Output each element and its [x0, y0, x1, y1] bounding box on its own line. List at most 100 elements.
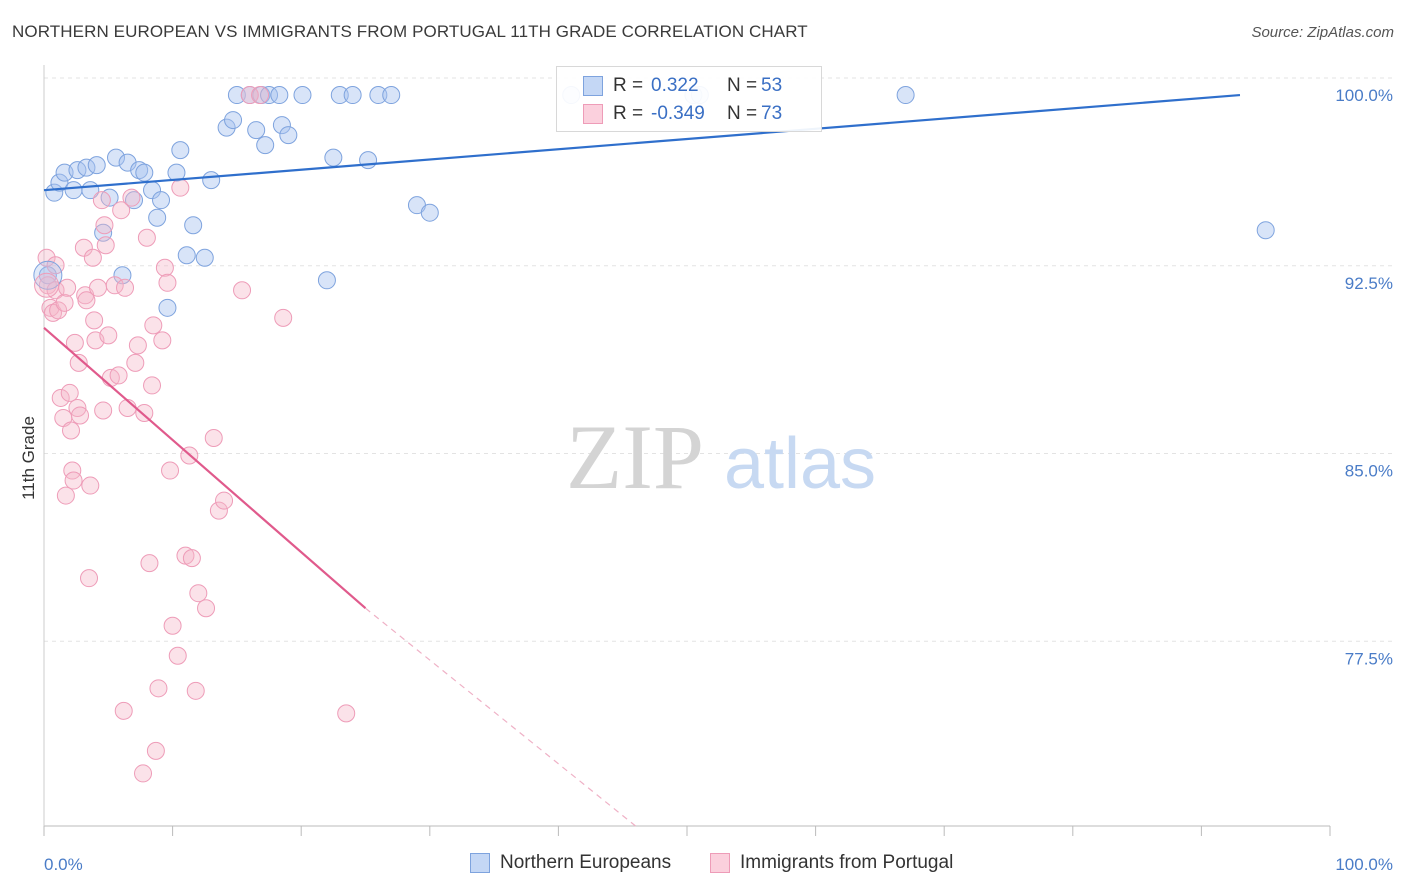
point-immigrant-portugal: [137, 228, 156, 247]
point-immigrant-portugal: [92, 191, 111, 210]
y-tick-label: 100.0%: [1335, 86, 1393, 105]
point-immigrant-portugal: [126, 353, 145, 372]
stats-row-immigrants-portugal: R = -0.349 N = 73: [583, 101, 782, 127]
y-tick-labels: 100.0% 92.5% 85.0% 77.5%: [1335, 86, 1393, 668]
point-northern-european: [260, 86, 279, 105]
point-northern-european: [167, 163, 186, 182]
point-immigrant-portugal: [44, 303, 63, 322]
r-label: R =: [613, 75, 644, 96]
point-northern-european: [256, 136, 275, 155]
trend-extension-immigrants-portugal: [365, 607, 636, 827]
point-immigrant-portugal: [171, 178, 190, 197]
stats-row-northern-europeans: R = 0.322 N = 53: [583, 73, 782, 99]
point-immigrant-portugal: [146, 741, 165, 760]
point-immigrant-portugal: [143, 376, 162, 395]
y-tick-label: 92.5%: [1345, 274, 1393, 293]
point-immigrant-portugal: [233, 281, 252, 300]
point-immigrant-portugal: [34, 272, 60, 298]
watermark-zip: ZIP: [566, 406, 704, 508]
point-northern-european: [107, 148, 126, 167]
point-northern-european: [33, 260, 63, 290]
r-label: R =: [613, 103, 644, 124]
point-immigrant-portugal: [122, 188, 141, 207]
point-northern-european: [270, 86, 289, 105]
point-immigrant-portugal: [62, 421, 81, 440]
point-immigrant-portugal: [65, 333, 84, 352]
point-immigrant-portugal: [68, 398, 87, 417]
point-northern-european: [135, 163, 154, 182]
trend-line-immigrants-portugal: [43, 327, 367, 610]
point-immigrant-portugal: [46, 256, 65, 275]
point-northern-european: [324, 148, 343, 167]
point-immigrant-portugal: [135, 403, 154, 422]
point-northern-european: [224, 111, 243, 130]
point-immigrant-portugal: [204, 428, 223, 447]
point-northern-european: [50, 173, 69, 192]
point-northern-european: [64, 181, 83, 200]
point-immigrant-portugal: [144, 316, 163, 335]
legend-swatch-immigrants-portugal: [710, 853, 730, 873]
point-immigrant-portugal: [105, 276, 124, 295]
y-tick-label: 77.5%: [1345, 649, 1393, 668]
point-immigrant-portugal: [95, 216, 114, 235]
point-northern-european: [420, 203, 439, 222]
point-northern-european: [293, 86, 312, 105]
point-immigrant-portugal: [94, 401, 113, 420]
legend-item-northern-europeans[interactable]: Northern Europeans: [470, 852, 671, 874]
watermark-atlas: atlas: [724, 424, 876, 504]
swatch-northern-europeans: [583, 76, 603, 96]
r-value: -0.349: [651, 103, 705, 124]
x-tick-label: 0.0%: [44, 855, 83, 874]
point-northern-european: [317, 271, 336, 290]
point-immigrant-portugal: [63, 461, 82, 480]
x-tick-label: 100.0%: [1335, 855, 1393, 874]
point-northern-european: [148, 208, 167, 227]
point-immigrant-portugal: [215, 491, 234, 510]
trend-line-northern-europeans: [43, 93, 1241, 192]
point-northern-european: [195, 248, 214, 267]
point-immigrant-portugal: [49, 301, 68, 320]
point-northern-european: [247, 121, 266, 140]
n-label: N =: [727, 75, 758, 96]
legend-label-immigrants-portugal: Immigrants from Portugal: [740, 852, 954, 873]
point-immigrant-portugal: [197, 599, 216, 618]
axes: [43, 65, 1331, 836]
point-immigrant-portugal: [189, 584, 208, 603]
point-immigrant-portugal: [74, 238, 93, 257]
point-northern-european: [1256, 221, 1275, 240]
chart-title: NORTHERN EUROPEAN VS IMMIGRANTS FROM POR…: [12, 22, 808, 41]
point-northern-european: [369, 86, 388, 105]
point-immigrant-portugal: [240, 86, 259, 105]
point-immigrant-portugal: [209, 501, 228, 520]
n-label: N =: [727, 103, 758, 124]
point-immigrant-portugal: [337, 704, 356, 723]
point-immigrant-portugal: [60, 383, 79, 402]
point-northern-european: [130, 161, 149, 180]
point-immigrant-portugal: [153, 331, 172, 350]
point-northern-european: [125, 191, 144, 210]
point-immigrant-portugal: [116, 278, 135, 297]
point-immigrant-portugal: [155, 258, 174, 277]
gridlines: [44, 77, 1394, 642]
n-value: 73: [761, 103, 783, 124]
point-immigrant-portugal: [81, 476, 100, 495]
point-immigrant-portugal: [163, 616, 182, 635]
point-northern-european: [227, 86, 246, 105]
point-immigrant-portugal: [55, 293, 74, 312]
point-immigrant-portugal: [140, 554, 159, 573]
point-immigrant-portugal: [51, 388, 70, 407]
point-immigrant-portugal: [149, 679, 168, 698]
legend-swatch-northern-europeans: [470, 853, 490, 873]
point-northern-european: [77, 158, 96, 177]
point-northern-european: [896, 86, 915, 105]
stats-legend: R = 0.322 N = 53 R = -0.349 N = 73: [556, 66, 822, 132]
swatch-immigrants-portugal: [583, 104, 603, 124]
y-tick-label: 85.0%: [1345, 462, 1393, 481]
point-northern-european: [202, 171, 221, 190]
point-immigrant-portugal: [64, 471, 83, 490]
legend-label-northern-europeans: Northern Europeans: [500, 852, 672, 873]
point-northern-european: [87, 156, 106, 175]
legend-item-immigrants-portugal[interactable]: Immigrants from Portugal: [710, 852, 953, 874]
y-axis-label: 11th Grade: [19, 416, 38, 500]
